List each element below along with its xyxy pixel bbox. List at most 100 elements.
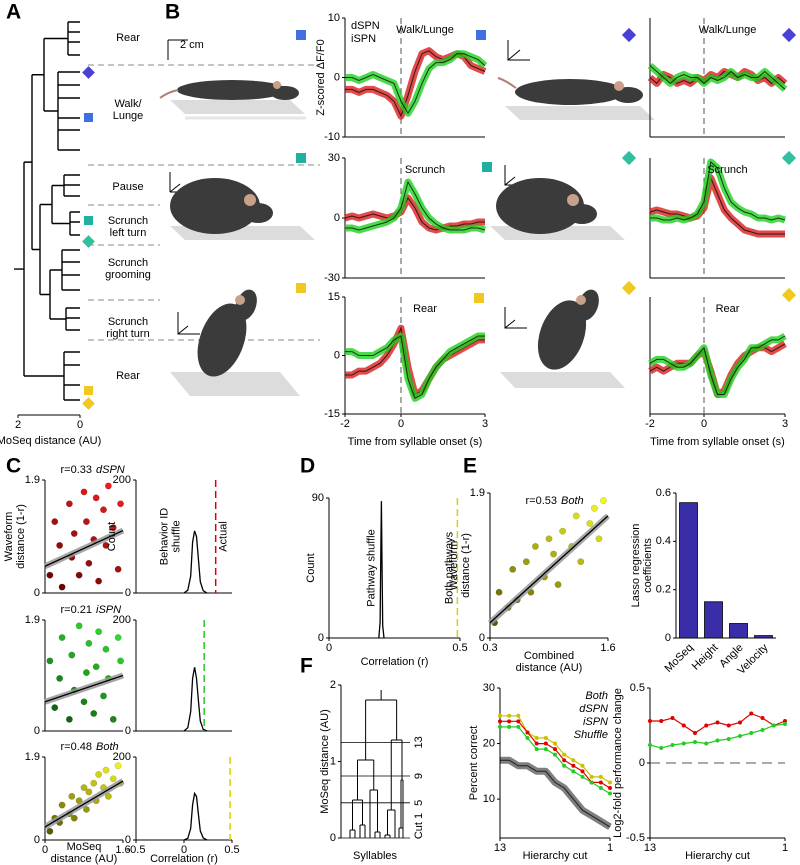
legend-entry: dSPN — [351, 20, 380, 32]
point — [46, 827, 54, 835]
point — [80, 784, 88, 791]
y-tick-label: -10 — [324, 131, 340, 143]
point — [760, 728, 765, 732]
line — [649, 65, 786, 90]
series-label: iSPN — [96, 604, 121, 616]
point — [525, 736, 530, 740]
legend-entry: Shuffle — [574, 729, 608, 741]
point — [70, 814, 78, 822]
point — [534, 741, 539, 746]
x-axis-label: MoSeq distance (AU) — [0, 435, 101, 447]
legend-entry: dSPN — [579, 703, 608, 715]
point — [648, 743, 652, 747]
cluster-label: Scrunch — [108, 316, 148, 328]
point — [715, 738, 720, 743]
point — [704, 741, 709, 746]
y-tick-label: -15 — [324, 408, 340, 420]
point — [80, 698, 88, 706]
y-tick-label: 0.2 — [656, 584, 671, 596]
point — [726, 723, 731, 728]
x-tick-label: MoSeq — [663, 642, 696, 675]
point — [553, 747, 557, 752]
x-axis-label: Hierarchy cut — [523, 850, 588, 862]
point — [572, 512, 580, 520]
point — [693, 731, 697, 735]
y-tick-label: -0.5 — [626, 832, 645, 844]
bar — [729, 623, 748, 639]
point — [58, 801, 66, 809]
y-tick-label: 0.5 — [630, 682, 645, 694]
x-tick-label: 0 — [701, 418, 707, 430]
point — [51, 704, 59, 712]
legend-entry: iSPN — [583, 716, 608, 728]
panel-letter: A — [6, 0, 21, 23]
point — [92, 663, 100, 671]
fit-line — [44, 529, 124, 567]
point — [681, 723, 686, 728]
point — [586, 520, 594, 527]
line — [650, 161, 786, 221]
dendrogram — [14, 21, 80, 401]
x-tick-label: 0.3 — [482, 642, 497, 654]
y-tick-label: 0 — [334, 212, 340, 224]
point — [589, 780, 594, 785]
y-axis-label: distance (1-r) — [460, 533, 472, 598]
point — [562, 752, 567, 757]
point — [600, 497, 607, 505]
x-tick-label: -2 — [340, 418, 350, 430]
x-axis-label: Correlation (r) — [150, 853, 218, 865]
point — [749, 731, 754, 735]
x-axis-label: Time from syllable onset (s) — [348, 436, 483, 448]
y-tick-label: 200 — [113, 614, 131, 626]
point — [65, 715, 73, 723]
point — [75, 622, 83, 630]
x-axis-label: distance (AU) — [51, 853, 118, 865]
point — [83, 518, 90, 526]
point — [715, 720, 720, 725]
point — [507, 719, 512, 724]
cut-label: 13 — [413, 736, 425, 748]
cluster-label: left turn — [110, 227, 147, 239]
point — [525, 730, 530, 735]
point — [659, 746, 664, 750]
point — [498, 724, 502, 729]
x-tick-label: 13 — [644, 842, 656, 854]
annotation: shuffle — [170, 520, 182, 552]
y-axis-label: Log2-fold performance change — [612, 688, 624, 838]
point — [670, 716, 675, 720]
point — [589, 774, 594, 779]
correlation: r=0.33 — [61, 464, 93, 476]
point — [559, 527, 567, 535]
line — [500, 759, 611, 828]
point — [109, 715, 117, 723]
x-tick-label: 3 — [482, 418, 488, 430]
y-axis-label: Waveform — [448, 541, 460, 591]
point — [114, 634, 122, 641]
line — [345, 335, 485, 400]
point — [580, 774, 585, 779]
point — [681, 741, 686, 746]
point — [598, 786, 603, 790]
legend-entry: Both — [585, 690, 608, 702]
y-tick-label: 15 — [328, 291, 340, 303]
point — [46, 571, 54, 579]
fit-line — [44, 780, 124, 828]
point — [114, 565, 122, 573]
y-axis-label: Count — [305, 553, 317, 582]
x-tick-label: 0 — [181, 844, 187, 856]
line — [378, 501, 385, 639]
y-tick-label: 0 — [318, 632, 324, 644]
point — [85, 788, 93, 796]
point — [522, 558, 530, 566]
point — [571, 763, 576, 768]
point — [85, 559, 93, 567]
point — [56, 675, 64, 682]
fit-line — [44, 674, 124, 703]
point — [783, 719, 787, 723]
legend-entry: iSPN — [351, 33, 376, 45]
y-axis-label: coefficients — [642, 538, 654, 593]
point — [571, 769, 576, 774]
y-axis-label: Lasso regression — [630, 524, 642, 608]
point — [95, 771, 103, 778]
